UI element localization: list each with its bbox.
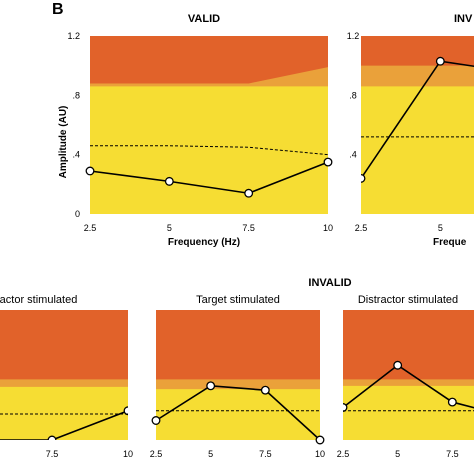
- invalid-top-title: INV: [454, 13, 473, 25]
- data-point: [315, 435, 325, 445]
- x-tick-label: 7.5: [446, 449, 459, 459]
- bottom-band: [361, 86, 474, 214]
- data-point: [164, 176, 174, 186]
- x-tick-label: 7.5: [46, 449, 59, 459]
- x-tick-label: 2.5: [337, 449, 350, 459]
- panel-letter: B: [52, 1, 64, 18]
- bottom-band: [343, 385, 474, 440]
- x-tick-label: 5: [167, 223, 172, 233]
- target-chart: [151, 310, 325, 445]
- x-tick-label: 2.5: [150, 449, 163, 459]
- data-point: [435, 56, 445, 66]
- data-point: [343, 403, 348, 412]
- data-point: [151, 416, 161, 425]
- valid-chart: [85, 36, 333, 215]
- plot-layer: 2.5 5 7.5 10 0 .4 .8 1.2 2.5 5 .4 .8 1.2 7.5 10 2.5 5 7.5…: [0, 31, 474, 459]
- data-point: [447, 397, 457, 407]
- invalid-top-chart: [361, 36, 474, 214]
- y-tick-label: .8: [72, 90, 80, 100]
- data-point: [361, 173, 366, 183]
- bottom-band: [156, 389, 320, 440]
- valid-y-axis-label: Amplitude (AU): [58, 106, 69, 179]
- y-tick-label: .4: [349, 150, 357, 160]
- x-tick-label: 7.5: [242, 223, 255, 233]
- data-point: [244, 188, 254, 198]
- x-tick-label: 2.5: [355, 223, 368, 233]
- data-point: [393, 360, 403, 370]
- bottom-band: [0, 386, 128, 440]
- x-tick-label: 10: [123, 449, 133, 459]
- amplitude-line: [343, 364, 474, 409]
- data-point: [123, 406, 128, 416]
- x-tick-label: 7.5: [259, 449, 272, 459]
- y-tick-label: .8: [349, 90, 357, 100]
- x-tick-label: 2.5: [84, 223, 97, 233]
- target-panel-title: Target stimulated: [196, 294, 280, 306]
- data-point: [85, 166, 95, 176]
- distractor-panel-title: Distractor stimulated: [358, 294, 458, 306]
- x-tick-label: 10: [323, 223, 333, 233]
- x-tick-label: 5: [395, 449, 400, 459]
- y-tick-label: 1.2: [347, 31, 360, 41]
- data-point: [206, 381, 216, 391]
- y-tick-label: 1.2: [67, 31, 80, 41]
- data-point: [47, 435, 57, 440]
- y-tick-label: .4: [72, 150, 80, 160]
- valid-x-axis-label: Frequency (Hz): [168, 237, 240, 248]
- invalid-section-title: INVALID: [308, 277, 351, 289]
- data-point: [260, 385, 270, 395]
- invalid-top-x-axis-label: Freque: [433, 237, 467, 248]
- distractor-chart: [343, 310, 474, 440]
- distractor-left-chart: [0, 310, 128, 440]
- amplitude-line: [0, 410, 128, 440]
- amplitude-line: [155, 385, 321, 441]
- valid-title: VALID: [188, 13, 220, 25]
- left-panel-title: ractor stimulated: [0, 294, 77, 306]
- bottom-band: [90, 86, 328, 214]
- x-tick-label: 5: [438, 223, 443, 233]
- y-tick-label: 0: [75, 209, 80, 219]
- x-tick-label: 10: [315, 449, 325, 459]
- amplitude-line: [89, 161, 329, 195]
- x-tick-label: 5: [208, 449, 213, 459]
- data-point: [323, 157, 333, 167]
